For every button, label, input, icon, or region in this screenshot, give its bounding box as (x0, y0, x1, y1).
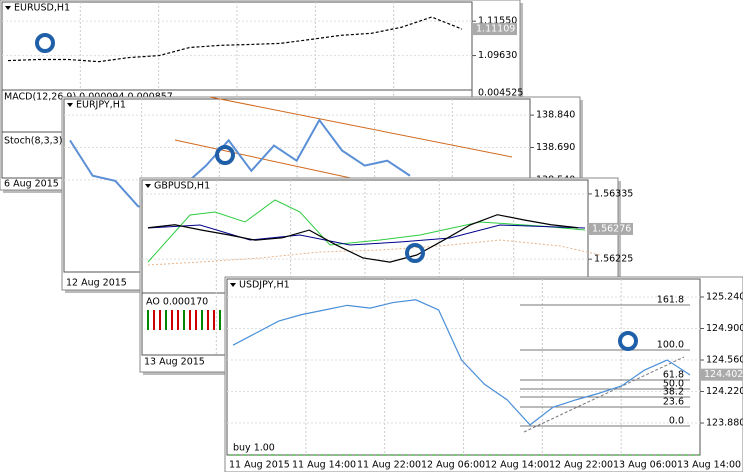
date-label: 12 Aug 14:00 (485, 460, 549, 471)
last-price-label: 1.56276 (592, 223, 631, 234)
last-price-box (473, 23, 517, 36)
price-label: 123.880 (706, 418, 743, 429)
price-line (7, 16, 463, 63)
fibo-label: 23.6 (663, 397, 684, 408)
window-title: GBPUSD,H1 (154, 181, 210, 192)
price-label: 1.11550 (478, 16, 517, 27)
date-label: 11 Aug 2015 (229, 460, 290, 471)
highlight-ring (215, 145, 235, 165)
price-label: 1.56335 (594, 188, 633, 199)
fibo-label: 0.0 (669, 416, 684, 427)
indicator-scale: 0.004525 (478, 88, 523, 99)
fibo-label: 50.0 (663, 379, 684, 390)
price-line (232, 299, 691, 426)
price-label: 124.900 (706, 323, 743, 334)
window-frame (224, 276, 743, 472)
last-price-label: 1.11109 (476, 24, 515, 35)
trend-line (174, 139, 361, 181)
price-label: 138.840 (536, 110, 575, 121)
title-arrow (5, 6, 11, 10)
chart-window: USDJPY,H1 125.240 124.900 124.560 124.220 123… (224, 276, 743, 472)
date-label: 11 Aug 22:00 (357, 460, 421, 471)
price-label: 1.56225 (594, 254, 633, 265)
last-price-box (701, 368, 743, 381)
title-arrow (67, 103, 73, 107)
title-arrow (230, 283, 236, 287)
price-line (147, 214, 579, 263)
indicator-label: Stoch(8,3,3) (4, 136, 62, 147)
highlight-ring (35, 33, 55, 53)
price-label: 125.240 (706, 292, 743, 303)
ichimoku-span (147, 199, 586, 263)
price-label: 138.690 (536, 142, 575, 153)
ichimoku-cloud (147, 239, 601, 266)
highlight-ring (618, 331, 638, 351)
last-price-box (589, 222, 633, 235)
price-label: 124.220 (706, 386, 743, 397)
indicator-label: buy 1.00 (233, 443, 275, 454)
highlight-ring (405, 243, 425, 263)
price-line (69, 118, 411, 213)
date-label: 11 Aug 14:00 (292, 460, 356, 471)
fibo-label: 161.8 (657, 295, 684, 306)
date-label: 13 Aug 06:00 (613, 460, 677, 471)
last-price-label: 124.402 (704, 369, 743, 380)
fibo-label: 61.8 (663, 370, 684, 381)
date-label: 13 Aug 2015 (144, 357, 205, 368)
window-title: EURJPY,H1 (76, 100, 126, 111)
trend-line (209, 96, 513, 158)
fibo-trend (523, 356, 685, 433)
price-label: 1.09630 (478, 50, 517, 61)
price-label: 124.560 (706, 355, 743, 366)
date-label: 6 Aug 2015 (4, 179, 59, 190)
date-label: 12 Aug 2015 (66, 278, 127, 289)
window-title: EURUSD,H1 (14, 3, 70, 14)
date-label: 12 Aug 22:00 (549, 460, 613, 471)
title-arrow (145, 184, 151, 188)
indicator-label: AO 0.000170 (146, 297, 208, 308)
date-label: 12 Aug 06:00 (421, 460, 485, 471)
window-title: USDJPY,H1 (239, 280, 290, 291)
fibo-label: 38.2 (663, 387, 684, 398)
fibo-label: 100.0 (657, 340, 684, 351)
ichimoku-base (147, 224, 586, 246)
date-label: 13 Aug 14:00 (677, 460, 741, 471)
